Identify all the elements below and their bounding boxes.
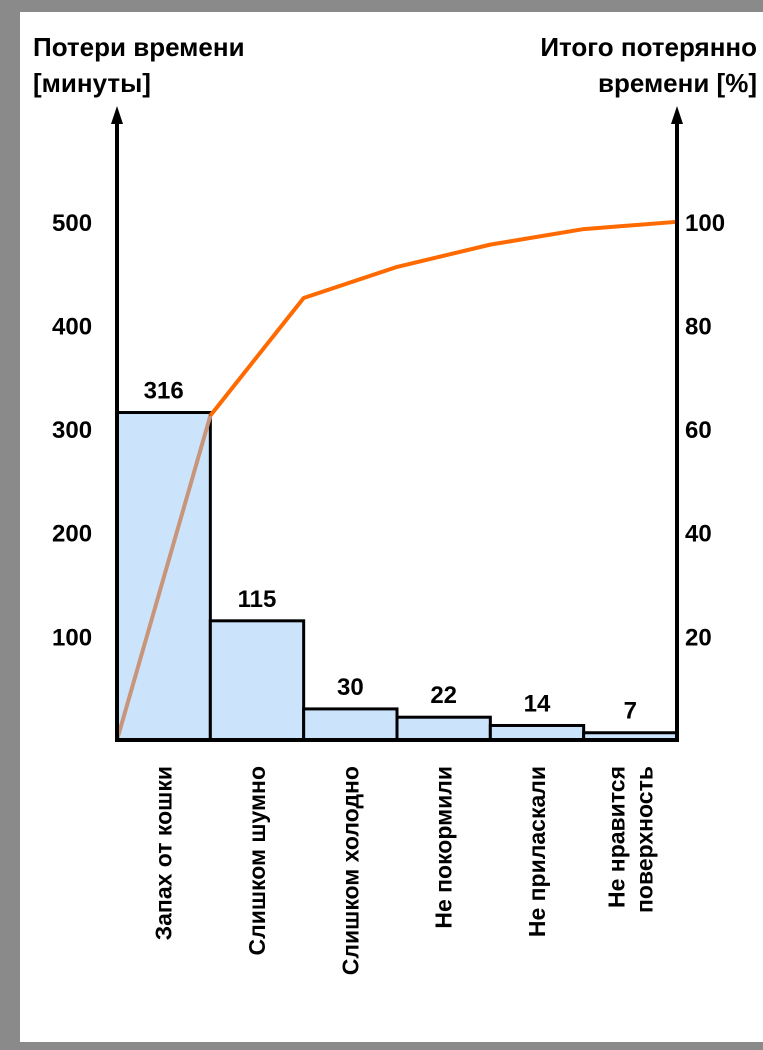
bar-2 [208, 619, 306, 742]
category-label: Не нравится [603, 766, 629, 908]
bar-4 [395, 715, 492, 742]
right-axis-title-line-1: Итого потерянно [540, 32, 757, 62]
bar-value-label: 14 [524, 690, 551, 717]
cumulative-line-layer [115, 219, 678, 741]
category-label: Слишком шумно [244, 766, 270, 956]
category-label: поверхность [631, 766, 657, 913]
right-tick-label: 40 [685, 521, 712, 548]
data-labels-layer: 316 115 30 22 14 7 [144, 378, 637, 725]
left-tick-label: 200 [52, 521, 92, 548]
right-tick-label: 20 [685, 624, 712, 651]
tick-labels-layer: 100 200 300 400 500 20 40 60 80 100 [52, 210, 725, 652]
bar-value-label: 316 [144, 378, 184, 405]
category-label: Слишком холодно [337, 766, 363, 975]
bar-5 [488, 723, 586, 742]
right-axis-arrow [671, 106, 683, 124]
left-axis-title-line-1: Потери времени [33, 32, 245, 62]
bars-layer [115, 411, 679, 742]
right-tick-label: 60 [685, 417, 712, 444]
cumulative-line-first-segment [115, 415, 213, 741]
bar-3 [302, 707, 399, 742]
axes-layer [111, 106, 683, 742]
right-tick-label: 80 [685, 313, 712, 340]
bar-value-label: 115 [238, 586, 277, 613]
left-tick-label: 300 [52, 417, 92, 444]
bar-value-label: 30 [337, 674, 364, 701]
right-axis-title-line-2: времени [%] [598, 68, 757, 98]
left-tick-label: 100 [52, 624, 92, 651]
right-tick-label: 100 [685, 210, 725, 237]
category-labels-layer: Запах от кошки Слишком шумно Слишком холод… [151, 766, 658, 975]
category-label: Запах от кошки [151, 766, 177, 940]
category-label: Не приласкали [524, 766, 550, 937]
left-tick-label: 500 [52, 210, 92, 237]
left-axis-arrow [111, 106, 123, 124]
left-axis-title-line-2: [минуты] [33, 68, 151, 98]
category-label: Не покормили [431, 766, 457, 929]
bar-value-label: 22 [430, 682, 457, 709]
left-tick-label: 400 [52, 313, 92, 340]
bar-value-label: 7 [624, 698, 637, 725]
cumulative-percent-line [208, 219, 678, 417]
